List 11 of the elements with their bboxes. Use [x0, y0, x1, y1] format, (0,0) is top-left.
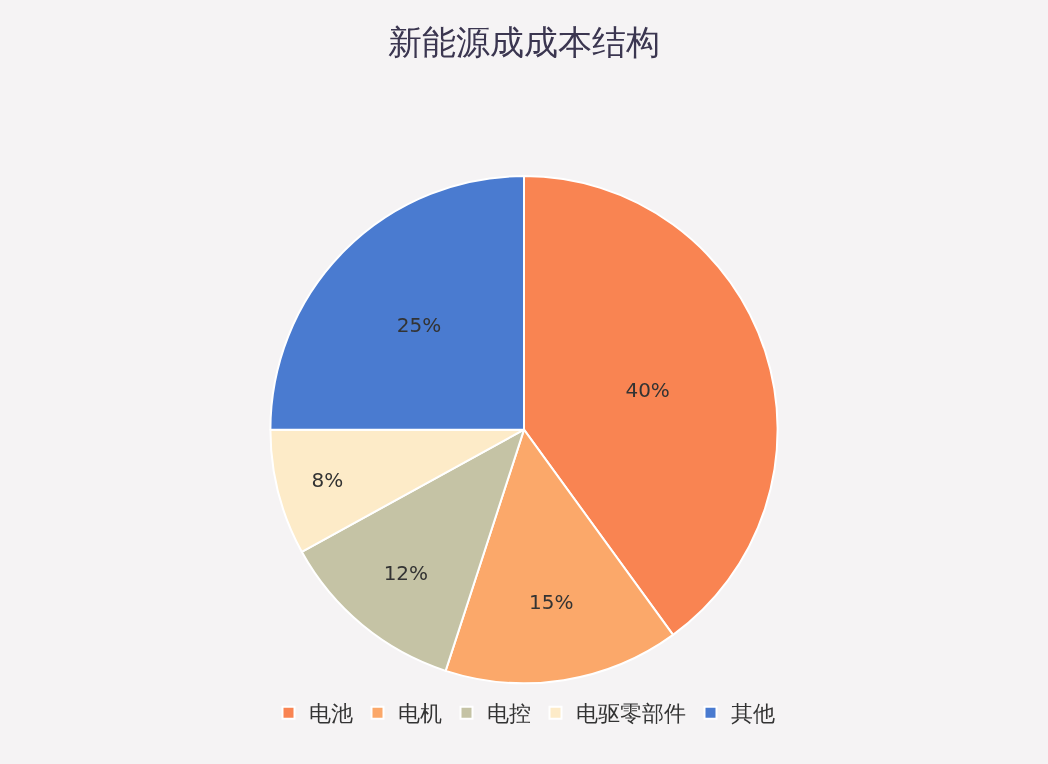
- data-label: 8%: [311, 468, 344, 493]
- legend-label: 电驱零部件: [575, 701, 686, 727]
- legend-label: 其他: [730, 701, 775, 727]
- data-label: 40%: [625, 377, 670, 402]
- legend-label: 电池: [308, 701, 353, 727]
- legend-label: 电控: [486, 701, 531, 727]
- data-label: 15%: [529, 589, 574, 614]
- legend-label: 电机: [397, 701, 442, 727]
- data-label: 12%: [383, 560, 429, 585]
- data-label: 25%: [396, 312, 442, 337]
- chart-title: 新能源成成本结构: [388, 22, 660, 63]
